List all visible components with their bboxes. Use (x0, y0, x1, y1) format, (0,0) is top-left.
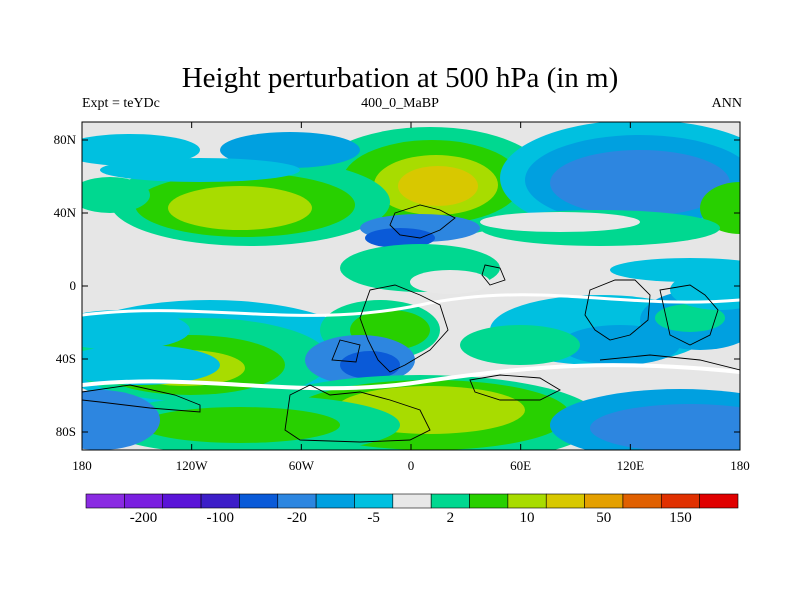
lon-tick-label: 60W (288, 458, 314, 473)
period-label: 400_0_MaBP (361, 96, 439, 111)
lon-tick-label: 120E (616, 458, 645, 473)
legend-label: -5 (367, 510, 380, 526)
legend-label: 10 (519, 510, 535, 526)
contour-region (100, 158, 300, 182)
legend-label: 150 (669, 510, 692, 526)
legend-label: -200 (129, 510, 158, 526)
coastline (584, 279, 651, 341)
zero-contour-line (82, 363, 740, 391)
lat-tick-label: 40S (55, 351, 76, 366)
legend-swatch (124, 493, 164, 509)
legend-swatch (430, 493, 470, 509)
contour-region (220, 132, 360, 168)
zero-contour-line (82, 293, 740, 317)
contour-region (410, 270, 490, 294)
contour-region (550, 150, 730, 216)
lat-tick-label: 40N (53, 205, 76, 220)
contour-region (610, 258, 740, 282)
lat-tick-label: 80S (55, 424, 76, 439)
contour-region (82, 134, 200, 166)
coastline (469, 374, 561, 401)
legend-swatch (277, 493, 317, 509)
legend-swatch (354, 493, 394, 509)
legend-swatch (85, 493, 125, 509)
coastline (481, 264, 506, 286)
legend-swatch (392, 493, 432, 509)
legend-label: -20 (286, 510, 307, 526)
contour-region (340, 351, 400, 379)
legend-swatch (545, 493, 585, 509)
experiment-label: Expt = teYDc (82, 96, 160, 111)
legend-swatch (469, 493, 509, 509)
legend-swatch (200, 493, 240, 509)
contour-region (655, 304, 725, 332)
lat-tick-label: 0 (69, 278, 77, 293)
contour-region (82, 345, 220, 385)
contour-region (398, 166, 478, 206)
coastline (331, 339, 361, 363)
coastline (284, 384, 431, 443)
legend-swatch (162, 493, 202, 509)
legend-swatch (315, 493, 355, 509)
contour-region (590, 404, 740, 450)
contour-region (82, 177, 150, 213)
contour-fields (82, 122, 740, 450)
legend-swatch (584, 493, 624, 509)
annual-label: ANN (711, 96, 742, 111)
legend-label: 50 (596, 510, 612, 526)
lat-tick-label: 80N (53, 132, 76, 147)
lon-tick-label: 0 (407, 458, 415, 473)
coastline (389, 204, 456, 239)
lon-tick-label: 180 (730, 458, 750, 473)
coastline (659, 284, 719, 346)
lon-tick-label: 120W (175, 458, 208, 473)
coastline (82, 384, 201, 413)
contour-region (460, 325, 580, 365)
contour-region (168, 186, 312, 230)
legend-label: -100 (206, 510, 234, 526)
contour-region (480, 212, 640, 232)
lon-tick-label: 60E (510, 458, 532, 473)
contour-region (365, 228, 435, 248)
legend-swatch (660, 493, 700, 509)
contour-region (82, 390, 160, 450)
lon-tick-label: 180 (72, 458, 92, 473)
legend-swatch (699, 493, 739, 509)
contour-region (82, 310, 190, 350)
plot-title: Height perturbation at 500 hPa (in m) (181, 62, 619, 94)
contour-region (140, 407, 340, 443)
legend-swatch (239, 493, 279, 509)
coastline (599, 354, 740, 371)
coastline (359, 284, 449, 373)
legend-label: 2 (446, 510, 455, 526)
legend-swatch (507, 493, 547, 509)
legend-swatch (622, 493, 662, 509)
